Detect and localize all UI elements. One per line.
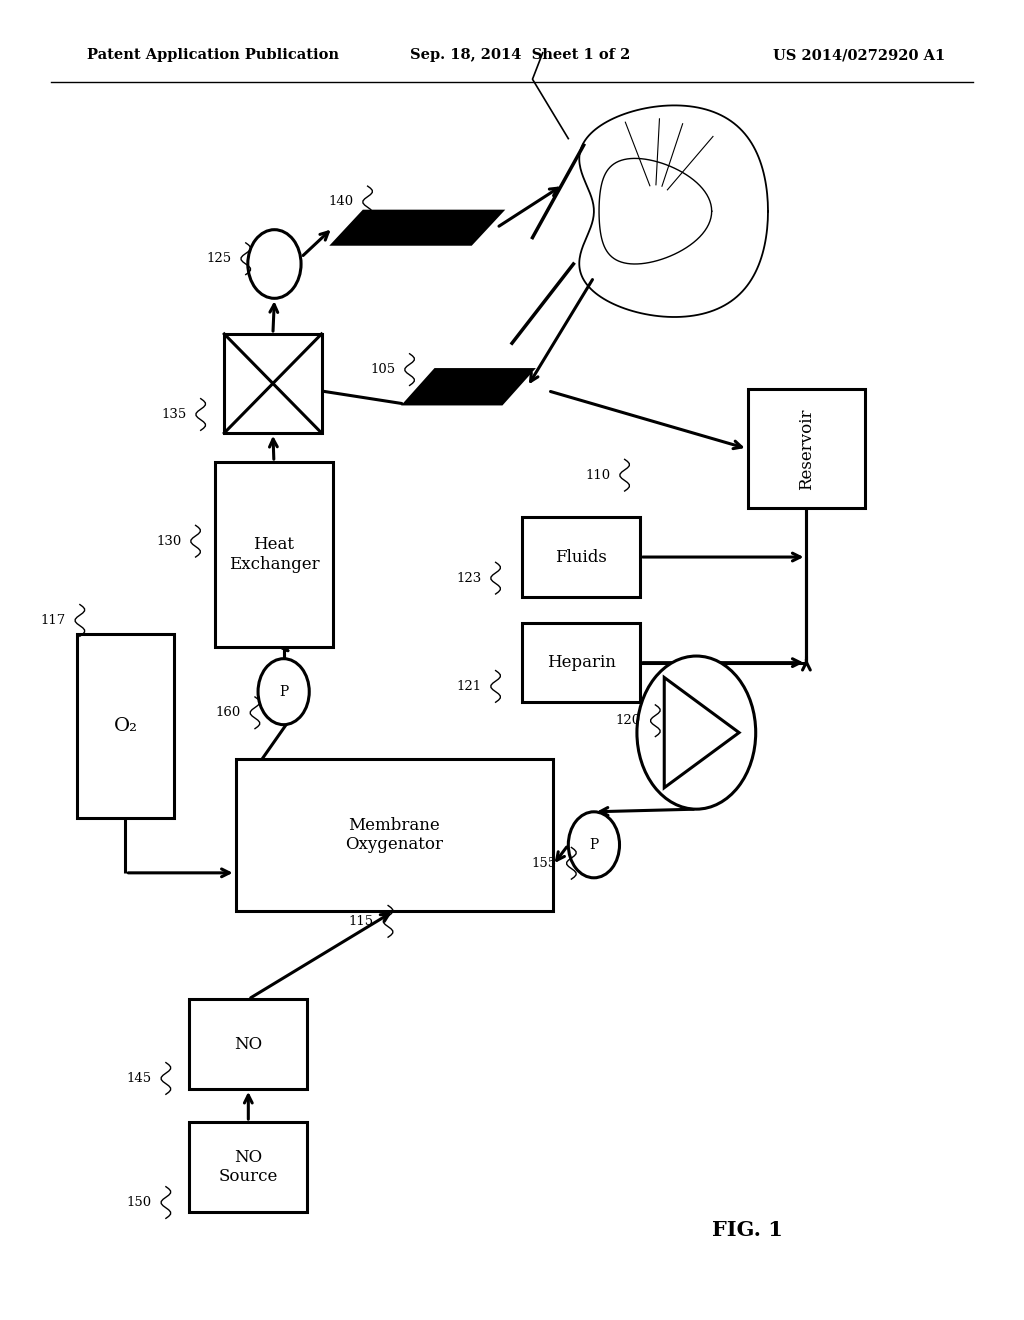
Circle shape xyxy=(568,812,620,878)
Text: Heparin: Heparin xyxy=(547,655,615,671)
Text: P: P xyxy=(589,838,599,851)
Text: 140: 140 xyxy=(328,195,353,209)
Text: Heat
Exchanger: Heat Exchanger xyxy=(228,536,319,573)
Bar xyxy=(522,517,640,597)
Text: Sep. 18, 2014  Sheet 1 of 2: Sep. 18, 2014 Sheet 1 of 2 xyxy=(410,49,630,62)
Text: FIG. 1: FIG. 1 xyxy=(712,1220,783,1241)
Text: NO: NO xyxy=(234,1036,262,1052)
Circle shape xyxy=(637,656,756,809)
Text: 123: 123 xyxy=(456,572,481,585)
Text: 145: 145 xyxy=(126,1072,152,1085)
Circle shape xyxy=(258,659,309,725)
Text: NO
Source: NO Source xyxy=(219,1148,278,1185)
Bar xyxy=(77,634,174,818)
Polygon shape xyxy=(665,677,739,788)
Bar xyxy=(224,334,322,433)
Text: 160: 160 xyxy=(215,706,241,719)
Text: 130: 130 xyxy=(156,535,181,548)
Bar xyxy=(189,999,307,1089)
Circle shape xyxy=(248,230,301,298)
Text: 117: 117 xyxy=(40,614,66,627)
Bar xyxy=(236,759,553,911)
Text: 110: 110 xyxy=(585,469,610,482)
Text: Patent Application Publication: Patent Application Publication xyxy=(87,49,339,62)
Text: 125: 125 xyxy=(206,252,231,265)
Text: P: P xyxy=(279,685,289,698)
Bar xyxy=(748,389,865,508)
Text: 105: 105 xyxy=(370,363,395,376)
Text: 120: 120 xyxy=(615,714,641,727)
Text: US 2014/0272920 A1: US 2014/0272920 A1 xyxy=(773,49,945,62)
Bar xyxy=(522,623,640,702)
Text: 115: 115 xyxy=(348,915,374,928)
Text: 155: 155 xyxy=(531,857,557,870)
Text: 135: 135 xyxy=(161,408,186,421)
Text: Membrane
Oxygenator: Membrane Oxygenator xyxy=(345,817,443,853)
Text: 121: 121 xyxy=(456,680,481,693)
Polygon shape xyxy=(333,211,502,244)
Bar xyxy=(215,462,333,647)
Text: Reservoir: Reservoir xyxy=(798,408,815,490)
Text: 150: 150 xyxy=(126,1196,152,1209)
Text: O₂: O₂ xyxy=(114,717,137,735)
Polygon shape xyxy=(404,370,532,404)
Text: Fluids: Fluids xyxy=(555,549,607,565)
Bar xyxy=(189,1122,307,1212)
